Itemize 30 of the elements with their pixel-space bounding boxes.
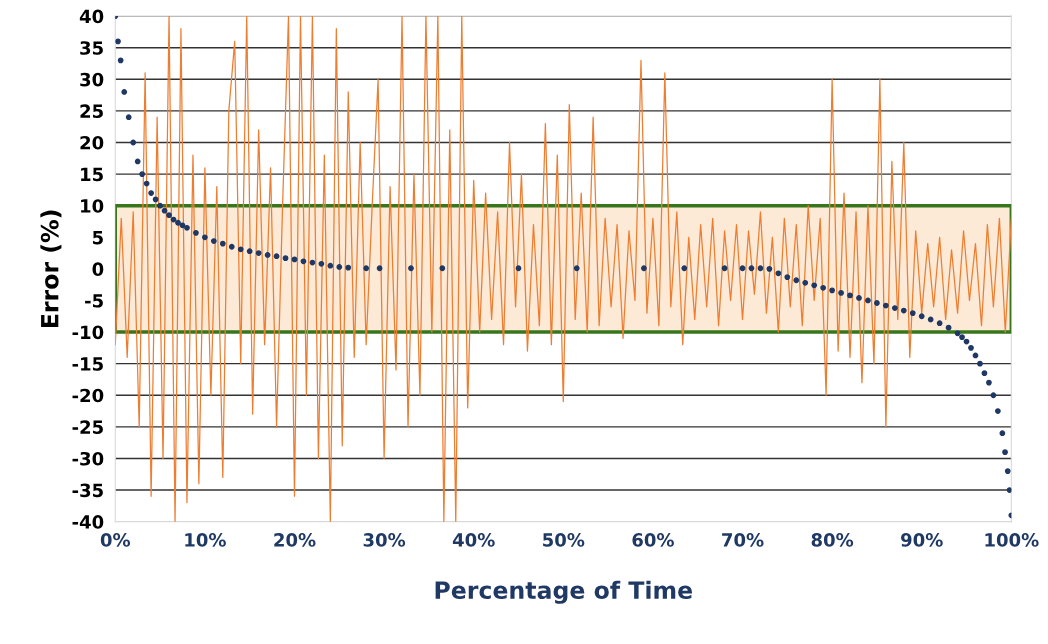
- y-tick-label: 10: [81, 199, 104, 213]
- y-tick-label: 35: [80, 41, 103, 55]
- y-tick-label: -20: [72, 388, 104, 403]
- y-tick-label: -35: [72, 483, 103, 498]
- y-tick-label: -30: [72, 451, 104, 466]
- x-tick-label: 20%: [274, 533, 316, 547]
- y-tick-label: -25: [72, 420, 103, 434]
- x-tick-label: 0%: [100, 533, 131, 547]
- x-tick-label: 70%: [722, 533, 764, 547]
- y-tick-label: 15: [81, 167, 103, 182]
- y-tick-label: 20: [80, 135, 104, 150]
- y-tick-label: -5: [85, 294, 103, 308]
- y-tick-label: 30: [80, 72, 104, 87]
- x-tick-label: 10%: [185, 533, 226, 547]
- x-tick-label: 80%: [811, 533, 854, 547]
- x-axis-title: Percentage of Time: [435, 580, 692, 604]
- x-tick-label: 60%: [632, 533, 674, 547]
- y-tick-label: -15: [72, 357, 103, 371]
- y-tick-label: -40: [72, 515, 104, 529]
- y-tick-label: -10: [72, 325, 104, 340]
- x-tick-label: 40%: [452, 533, 495, 547]
- y-tick-label: 40: [79, 9, 104, 24]
- x-tick-label: 30%: [363, 533, 406, 547]
- x-tick-label: 100%: [985, 533, 1039, 547]
- y-axis-title: Error (%): [40, 210, 62, 328]
- x-tick-label: 90%: [901, 533, 943, 547]
- y-tick-label: 25: [80, 104, 103, 119]
- y-tick-label: 0: [92, 262, 104, 276]
- y-tick-label: 5: [93, 230, 103, 245]
- x-tick-label: 50%: [543, 533, 585, 547]
